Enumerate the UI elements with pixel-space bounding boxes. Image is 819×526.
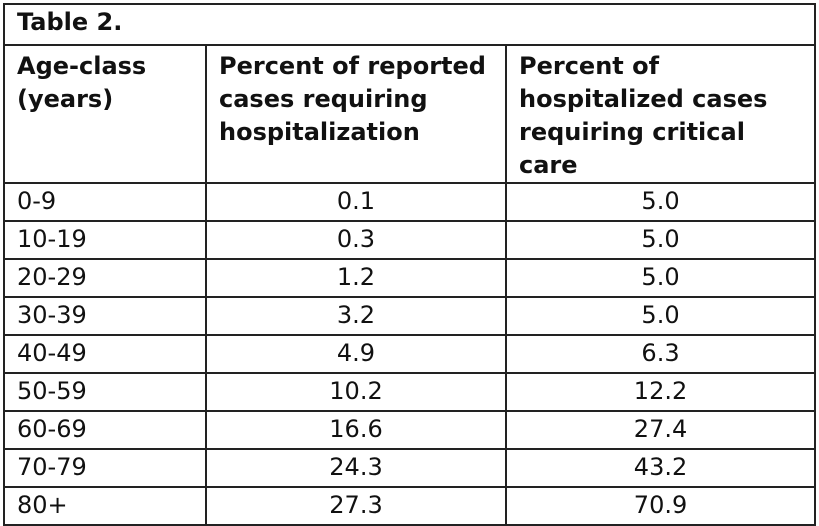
cell-hosp: 4.9 — [205, 334, 507, 374]
table-row: 80+ 27.3 70.9 — [3, 486, 817, 526]
cell-age: 80+ — [3, 486, 207, 526]
table-row: 30-39 3.2 5.0 — [3, 296, 817, 336]
cell-age: 0-9 — [3, 182, 207, 222]
table-row: 10-19 0.3 5.0 — [3, 220, 817, 260]
cell-critical: 5.0 — [504, 258, 817, 298]
cell-critical: 27.4 — [504, 410, 817, 450]
cell-hosp: 3.2 — [205, 296, 507, 336]
header-hospitalization-percent: Percent of reported cases requiring hosp… — [205, 44, 507, 184]
cell-hosp: 0.1 — [205, 182, 507, 222]
header-age-class: Age-class (years) — [3, 44, 207, 184]
header-row: Age-class (years) Percent of reported ca… — [3, 44, 817, 184]
header-critical-care-percent: Percent of hospitalized cases requiring … — [504, 44, 817, 184]
table-row: 0-9 0.1 5.0 — [3, 182, 817, 222]
cell-critical: 43.2 — [504, 448, 817, 488]
cell-hosp: 27.3 — [205, 486, 507, 526]
cell-age: 50-59 — [3, 372, 207, 412]
data-table: Table 2. Age-class (years) Percent of re… — [2, 3, 817, 526]
cell-age: 30-39 — [3, 296, 207, 336]
table-row: 50-59 10.2 12.2 — [3, 372, 817, 412]
table-title: Table 2. — [2, 3, 817, 46]
table-row: 60-69 16.6 27.4 — [3, 410, 817, 450]
cell-hosp: 0.3 — [205, 220, 507, 260]
cell-critical: 5.0 — [504, 182, 817, 222]
cell-critical: 6.3 — [504, 334, 817, 374]
title-row: Table 2. — [2, 3, 817, 46]
cell-age: 70-79 — [3, 448, 207, 488]
cell-hosp: 1.2 — [205, 258, 507, 298]
table-container: Table 2. Age-class (years) Percent of re… — [2, 3, 817, 526]
cell-critical: 5.0 — [504, 220, 817, 260]
cell-age: 60-69 — [3, 410, 207, 450]
cell-critical: 12.2 — [504, 372, 817, 412]
table-row: 20-29 1.2 5.0 — [3, 258, 817, 298]
cell-hosp: 16.6 — [205, 410, 507, 450]
cell-age: 10-19 — [3, 220, 207, 260]
cell-hosp: 24.3 — [205, 448, 507, 488]
cell-age: 40-49 — [3, 334, 207, 374]
cell-critical: 5.0 — [504, 296, 817, 336]
table-body: Table 2. Age-class (years) Percent of re… — [2, 3, 817, 526]
cell-critical: 70.9 — [504, 486, 817, 526]
table-row: 70-79 24.3 43.2 — [3, 448, 817, 488]
cell-age: 20-29 — [3, 258, 207, 298]
table-row: 40-49 4.9 6.3 — [3, 334, 817, 374]
cell-hosp: 10.2 — [205, 372, 507, 412]
